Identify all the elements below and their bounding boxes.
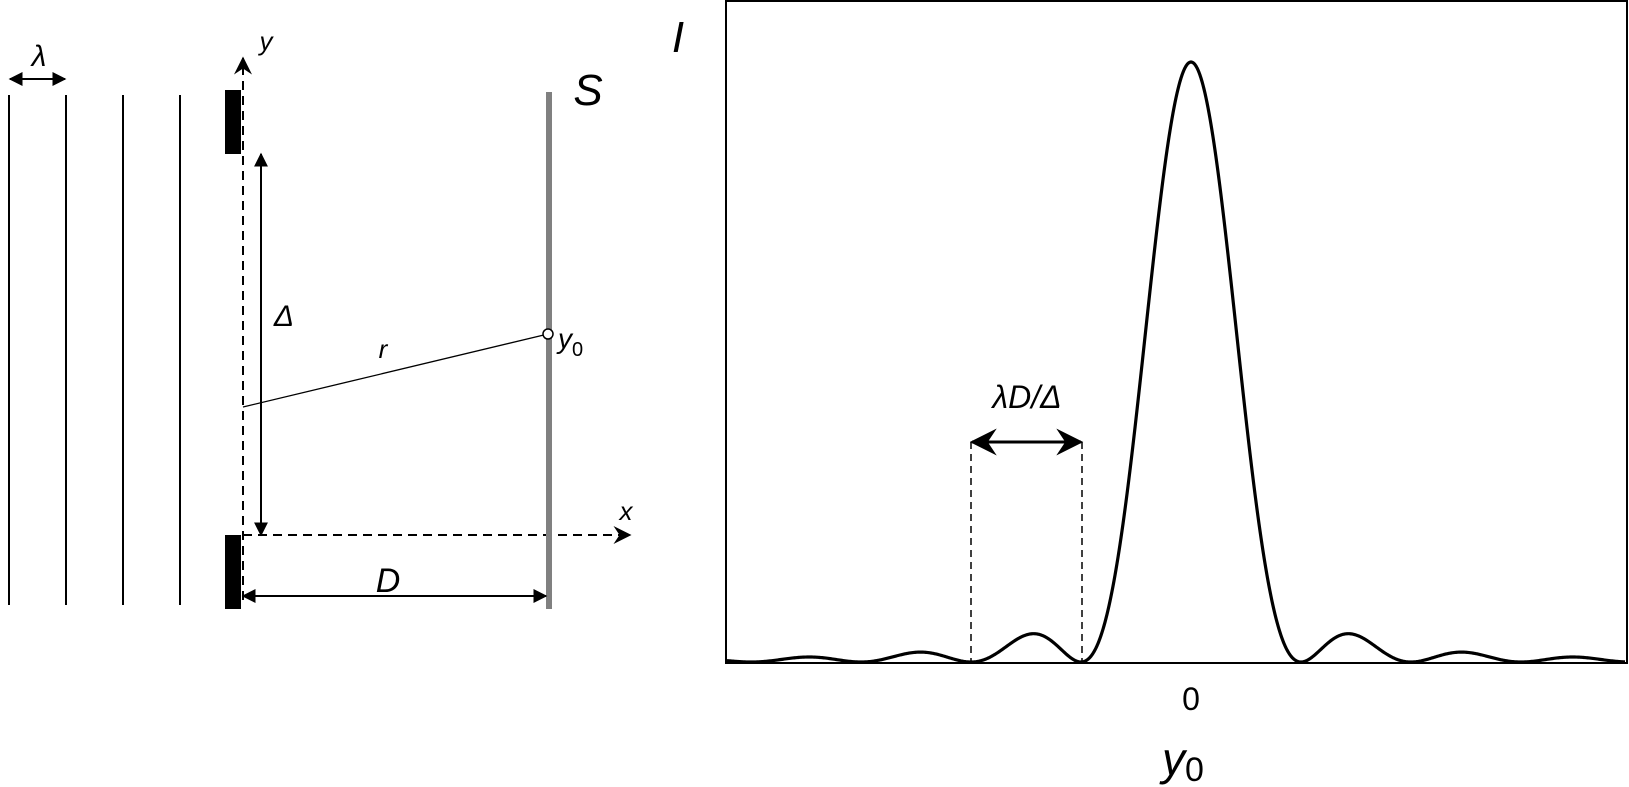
observation-point	[542, 328, 554, 340]
intensity-plot: I λD/Δ 0 y0	[672, 0, 1628, 787]
point-label-main: y	[556, 323, 574, 354]
distance-label: D	[376, 562, 401, 600]
path-line	[242, 333, 549, 408]
intensity-axis-label: I	[672, 13, 684, 62]
y-axis-label: y	[258, 26, 275, 56]
intensity-curve	[726, 60, 1626, 664]
wavelength-label: λ	[30, 40, 47, 73]
fringe-spacing-label: λD/Δ	[990, 379, 1061, 415]
origin-tick-label: 0	[1182, 681, 1200, 717]
x-axis-label: x	[618, 496, 634, 526]
point-label-subscript: 0	[572, 339, 583, 361]
wavefronts	[8, 95, 181, 605]
plot-frame	[725, 0, 1628, 664]
position-axis-label-main: y	[1159, 733, 1188, 785]
slit-separation-label: Δ	[273, 300, 294, 333]
path-label: r	[379, 334, 389, 364]
barrier-top	[225, 90, 241, 154]
screen-label: S	[573, 66, 602, 115]
point-label: y0	[556, 323, 583, 361]
slit-diagram: λ y x Δ S r y0 D	[8, 26, 634, 609]
barrier-bottom	[225, 535, 241, 609]
position-axis-label: y0	[1159, 733, 1204, 787]
position-axis-label-subscript: 0	[1185, 751, 1204, 787]
